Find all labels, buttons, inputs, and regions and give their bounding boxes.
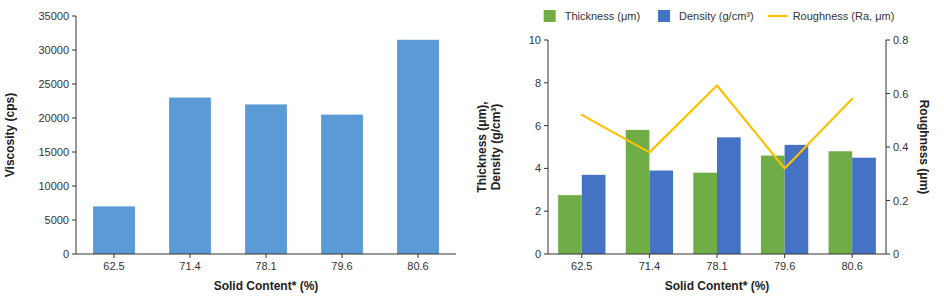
y-tick <box>544 82 548 83</box>
y-tick <box>544 168 548 169</box>
x-tick-label: 79.6 <box>774 260 795 272</box>
x-tick <box>342 254 343 258</box>
y-tick-label: 5000 <box>45 214 69 226</box>
y2-axis-title: Roughness (μm) <box>917 100 931 195</box>
y2-tick <box>886 93 890 94</box>
y-tick-label: 2 <box>535 205 541 217</box>
bar <box>829 151 853 254</box>
x-tick-label: 80.6 <box>407 260 428 272</box>
y-tick <box>544 40 548 41</box>
bar <box>245 104 287 254</box>
y2-tick <box>886 40 890 41</box>
y-tick <box>544 254 548 255</box>
y-axis-line <box>76 16 77 254</box>
y-tick-label: 25000 <box>38 78 69 90</box>
bar <box>321 115 363 254</box>
bar <box>649 171 673 254</box>
x-tick-label: 62.5 <box>103 260 124 272</box>
plot-area <box>558 85 876 254</box>
legend-swatch <box>768 15 788 17</box>
legend-swatch <box>658 10 670 22</box>
y-tick <box>72 16 76 17</box>
y-tick-label: 0 <box>63 248 69 260</box>
bar <box>397 40 439 254</box>
y-axis-title: Viscosity (cps) <box>3 93 17 177</box>
y-tick-label: 30000 <box>38 44 69 56</box>
legend-item: Density (g/cm³) <box>658 10 754 22</box>
bar <box>785 145 809 254</box>
legend-label: Roughness (Ra, μm) <box>793 10 895 22</box>
x-tick <box>784 254 785 258</box>
y-tick <box>72 84 76 85</box>
chart-panel: 0 2 4 6 8 10 0 0.2 0.4 0.6 0.8 62.5 71.4 78.1 79.6 80.6… <box>475 10 931 293</box>
x-tick-label: 79.6 <box>331 260 352 272</box>
legend-swatch <box>544 10 556 22</box>
x-tick-label: 71.4 <box>179 260 200 272</box>
y-tick-label: 35000 <box>38 10 69 22</box>
x-tick <box>852 254 853 258</box>
bar <box>93 206 135 254</box>
y-tick <box>72 254 76 255</box>
y2-tick <box>886 147 890 148</box>
bar <box>717 137 741 254</box>
y2-tick-label: 0.6 <box>893 88 908 100</box>
legend-item: Roughness (Ra, μm) <box>768 10 895 22</box>
legend-label: Thickness (μm) <box>565 10 640 22</box>
y-tick <box>72 152 76 153</box>
y-tick-label: 10000 <box>38 180 69 192</box>
bar <box>852 158 876 254</box>
x-tick <box>190 254 191 258</box>
y2-tick-label: 0 <box>893 248 899 260</box>
y-tick-label: 10 <box>529 34 541 46</box>
bar <box>761 156 785 254</box>
y-tick <box>72 186 76 187</box>
line <box>582 85 852 168</box>
y-tick-label: 20000 <box>38 112 69 124</box>
y-axis-line <box>548 40 549 254</box>
x-tick-label: 78.1 <box>706 260 727 272</box>
legend-label: Density (g/cm³) <box>679 10 754 22</box>
plot-area <box>93 40 439 254</box>
y-tick-label: 8 <box>535 77 541 89</box>
legend-item: Thickness (μm) <box>544 10 640 22</box>
x-tick <box>114 254 115 258</box>
bar <box>558 195 582 254</box>
y-tick-label: 4 <box>535 162 541 174</box>
y-tick <box>72 118 76 119</box>
y2-tick-label: 0.4 <box>893 141 908 153</box>
x-tick <box>717 254 718 258</box>
x-tick-label: 62.5 <box>571 260 592 272</box>
y-tick <box>544 125 548 126</box>
y2-tick <box>886 254 890 255</box>
y-tick-label: 0 <box>535 248 541 260</box>
y2-tick-label: 0.8 <box>893 34 908 46</box>
bar <box>169 98 211 254</box>
y-tick-label: 6 <box>535 120 541 132</box>
chart-canvas: 0 5000 10000 15000 20000 25000 30000 35000 62.5 7… <box>0 0 944 302</box>
y2-tick-label: 0.2 <box>893 195 908 207</box>
y2-tick <box>886 200 890 201</box>
y-tick <box>72 220 76 221</box>
x-tick-label: 71.4 <box>639 260 660 272</box>
y-tick-label: 15000 <box>38 146 69 158</box>
x-tick <box>418 254 419 258</box>
legend: Thickness (μm) Density (g/cm³) Roughness (… <box>544 10 895 22</box>
chart-panel: 0 5000 10000 15000 20000 25000 30000 35000 62.5 7… <box>3 10 456 293</box>
x-tick <box>581 254 582 258</box>
y-axis-title: Thickness (μm),Density (g/cm³) <box>475 101 503 192</box>
x-tick <box>266 254 267 258</box>
x-tick <box>649 254 650 258</box>
y-tick <box>544 211 548 212</box>
bar <box>582 175 606 254</box>
bar <box>626 130 650 254</box>
y-tick <box>72 50 76 51</box>
x-tick-label: 78.1 <box>255 260 276 272</box>
bar <box>693 173 717 254</box>
x-axis-title: Solid Content* (%) <box>665 279 770 293</box>
x-axis-title: Solid Content* (%) <box>214 279 319 293</box>
x-tick-label: 80.6 <box>841 260 862 272</box>
